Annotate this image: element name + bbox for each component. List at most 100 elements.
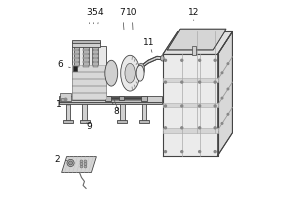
Polygon shape (163, 54, 218, 156)
Bar (83, 46, 89, 70)
Circle shape (214, 81, 216, 83)
Bar (74, 49, 79, 51)
Bar (117, 120, 128, 123)
Bar (93, 57, 98, 59)
Circle shape (199, 81, 201, 83)
Circle shape (214, 127, 216, 129)
Circle shape (214, 105, 216, 107)
Bar (71, 46, 106, 100)
Circle shape (164, 105, 166, 107)
Bar (118, 101, 126, 103)
Text: 8: 8 (112, 102, 119, 116)
Circle shape (227, 88, 229, 90)
Bar (72, 93, 106, 99)
Bar (64, 101, 71, 103)
Bar (58, 102, 162, 104)
Bar (61, 98, 64, 101)
Bar (140, 101, 148, 103)
Bar (92, 46, 98, 70)
Circle shape (181, 105, 183, 107)
Circle shape (221, 123, 223, 124)
Circle shape (164, 81, 166, 83)
Text: 5: 5 (92, 8, 97, 24)
Text: 7: 7 (120, 8, 125, 30)
Ellipse shape (125, 63, 135, 83)
Bar (60, 93, 70, 101)
Circle shape (221, 97, 223, 99)
Circle shape (199, 127, 201, 129)
Ellipse shape (121, 55, 140, 91)
Bar (93, 49, 98, 51)
Bar (82, 103, 87, 121)
Text: 10: 10 (126, 8, 138, 30)
Bar (141, 96, 147, 101)
Circle shape (199, 105, 201, 107)
Polygon shape (61, 157, 96, 172)
Bar (74, 46, 80, 70)
Bar (73, 66, 77, 71)
Bar (74, 61, 79, 63)
Bar (72, 79, 106, 85)
Circle shape (84, 163, 87, 165)
Bar (72, 72, 106, 78)
Text: 12: 12 (188, 8, 200, 21)
Circle shape (181, 81, 183, 83)
Text: 4: 4 (97, 8, 103, 24)
Bar (58, 96, 162, 102)
Circle shape (227, 63, 229, 64)
Bar (105, 96, 111, 101)
Bar (83, 49, 88, 51)
Circle shape (164, 59, 166, 61)
Bar (93, 65, 98, 67)
Bar (74, 57, 79, 59)
Bar (83, 65, 88, 67)
Bar (72, 40, 100, 43)
Circle shape (164, 151, 166, 153)
Circle shape (221, 72, 223, 74)
Circle shape (214, 151, 216, 153)
Bar (119, 96, 124, 100)
Ellipse shape (136, 65, 144, 81)
Bar (80, 120, 90, 123)
Bar (120, 103, 124, 121)
Ellipse shape (105, 60, 118, 86)
Circle shape (214, 59, 216, 61)
Text: 1: 1 (56, 100, 70, 109)
Polygon shape (139, 56, 162, 70)
Text: 9: 9 (86, 122, 92, 131)
Bar (74, 53, 79, 55)
Bar (72, 86, 106, 92)
Polygon shape (163, 31, 232, 54)
Bar (139, 120, 149, 123)
Circle shape (164, 127, 166, 129)
Circle shape (69, 161, 73, 165)
Bar (72, 65, 106, 71)
Bar (83, 61, 88, 63)
Bar (72, 42, 100, 47)
Circle shape (84, 160, 87, 163)
Ellipse shape (160, 56, 164, 61)
Bar (93, 61, 98, 63)
Bar (83, 57, 88, 59)
Circle shape (181, 151, 183, 153)
Text: 11: 11 (143, 38, 155, 52)
Polygon shape (218, 31, 232, 156)
Ellipse shape (138, 63, 145, 75)
Circle shape (181, 127, 183, 129)
Circle shape (80, 165, 83, 168)
Bar (83, 53, 88, 55)
Bar (81, 101, 88, 103)
Circle shape (64, 98, 67, 101)
Bar (163, 78, 218, 82)
Circle shape (80, 160, 83, 163)
Polygon shape (167, 29, 226, 50)
Circle shape (84, 165, 87, 168)
Circle shape (199, 59, 201, 61)
Circle shape (199, 151, 201, 153)
Circle shape (181, 59, 183, 61)
Text: 2: 2 (54, 155, 67, 164)
Bar (192, 46, 196, 55)
Circle shape (80, 163, 83, 165)
Bar (93, 53, 98, 55)
Bar (66, 103, 70, 121)
